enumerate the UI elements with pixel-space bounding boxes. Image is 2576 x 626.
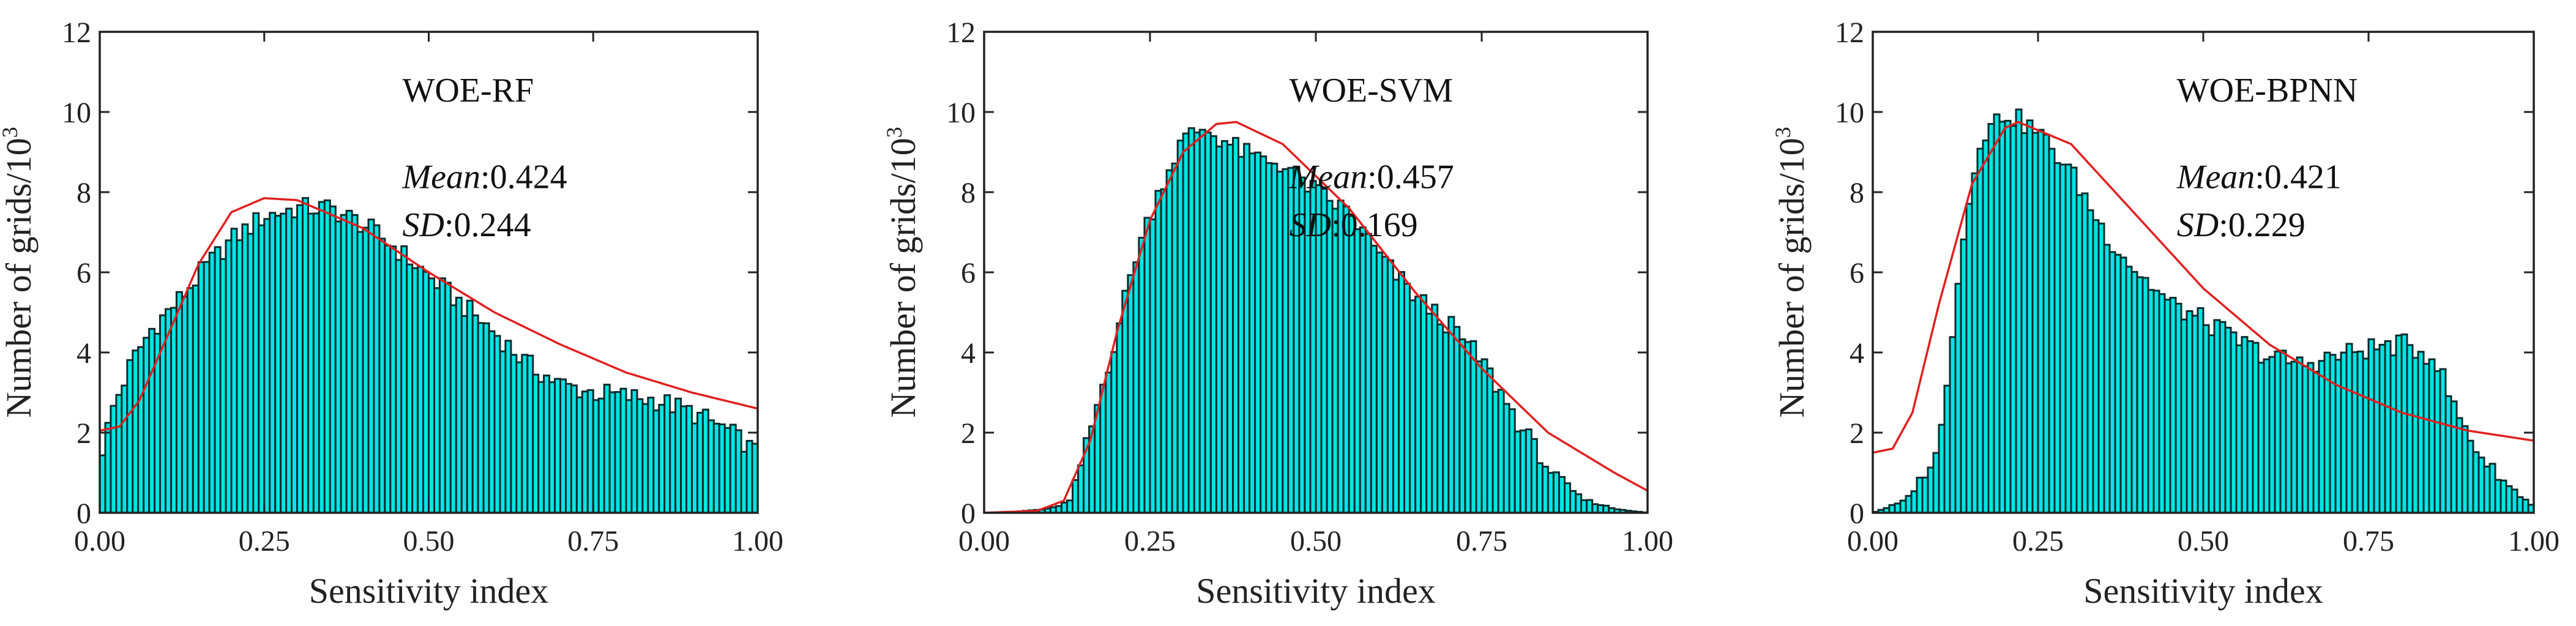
x-axis-title: Sensitivity index — [2083, 571, 2323, 611]
y-tick-label: 0 — [1850, 497, 1864, 530]
sd-stat: SD:0.229 — [2177, 206, 2305, 244]
y-tick-label: 6 — [77, 257, 91, 289]
x-axis-title: Sensitivity index — [309, 571, 549, 611]
x-tick-label: 1.00 — [1622, 525, 1673, 557]
sd-key: SD — [403, 206, 444, 244]
mean-key: Mean — [2176, 158, 2255, 196]
y-tick-labels: 0 2 4 6 8 10 12 — [946, 17, 976, 530]
histogram-bars — [1872, 108, 2535, 514]
panel-title: WOE-RF — [403, 72, 534, 110]
x-tick-label: 0.75 — [567, 525, 619, 557]
axis-ticks — [1872, 31, 2535, 514]
y-tick-labels: 0 2 4 6 8 10 12 — [1835, 17, 1864, 530]
y-tick-label: 0 — [961, 497, 976, 530]
y-axis-title-sup: 3 — [0, 127, 22, 138]
x-tick-label: 0.00 — [1847, 525, 1898, 557]
y-tick-label: 12 — [946, 17, 976, 49]
panel-woe-svm: WOE-SVM Mean:0.457 SD:0.169 Sensitivity … — [882, 17, 1673, 611]
x-tick-label: 0.50 — [403, 525, 455, 557]
sd-value: :0.229 — [2219, 206, 2305, 244]
fitted-curve — [1872, 121, 2534, 454]
mean-value: :0.424 — [480, 158, 567, 196]
y-tick-label: 8 — [77, 177, 91, 209]
x-tick-label: 0.50 — [1290, 525, 1342, 557]
y-tick-label: 12 — [62, 17, 91, 49]
x-tick-label: 0.00 — [958, 525, 1010, 557]
sd-value: :0.244 — [444, 206, 531, 244]
y-axis-title: Number of grids/103 — [0, 127, 39, 418]
y-axis-title-main: Number of grids/10 — [1772, 138, 1812, 418]
mean-stat: Mean:0.457 — [1289, 158, 1454, 196]
fitted-curve — [984, 121, 1648, 514]
y-axis-title-main: Number of grids/10 — [883, 138, 923, 418]
mean-key: Mean — [1289, 158, 1368, 196]
y-tick-label: 10 — [946, 97, 976, 129]
y-tick-labels: 0 2 4 6 8 10 12 — [62, 17, 91, 530]
panel-title: WOE-SVM — [1290, 72, 1454, 110]
sd-stat: SD:0.244 — [403, 206, 531, 244]
y-tick-label: 8 — [961, 177, 976, 209]
y-tick-label: 12 — [1835, 17, 1864, 49]
fitted-curve — [99, 197, 758, 432]
mean-value: :0.421 — [2255, 158, 2342, 196]
y-tick-label: 4 — [1850, 337, 1864, 370]
panel-title: WOE-BPNN — [2177, 72, 2358, 110]
y-tick-label: 6 — [961, 257, 976, 289]
mean-value: :0.457 — [1367, 158, 1454, 196]
histogram-bars — [99, 197, 759, 514]
histogram-bars — [983, 127, 1649, 514]
mean-stat: Mean:0.421 — [2176, 158, 2342, 196]
panel-woe-rf: WOE-RF Mean:0.424 SD:0.244 Sensitivity i… — [0, 17, 783, 611]
sd-stat: SD:0.169 — [1290, 206, 1418, 244]
sd-key: SD — [2177, 206, 2219, 244]
y-tick-label: 2 — [1850, 417, 1864, 450]
x-tick-label: 1.00 — [732, 525, 783, 557]
mean-key: Mean — [402, 158, 481, 196]
y-tick-label: 4 — [961, 337, 976, 370]
y-axis-title-sup: 3 — [1771, 127, 1795, 138]
panel-woe-bpnn: WOE-BPNN Mean:0.421 SD:0.229 Sensitivity… — [1771, 17, 2559, 611]
sd-value: :0.169 — [1331, 206, 1418, 244]
y-tick-label: 4 — [77, 337, 91, 370]
y-tick-label: 2 — [77, 417, 91, 450]
x-axis-title: Sensitivity index — [1196, 571, 1436, 611]
x-tick-label: 0.25 — [2012, 525, 2064, 557]
x-tick-label: 0.50 — [2178, 525, 2229, 557]
x-tick-labels: 0.00 0.25 0.50 0.75 1.00 — [74, 525, 783, 557]
y-axis-title-sup: 3 — [882, 127, 906, 138]
y-tick-label: 6 — [1850, 257, 1864, 289]
x-tick-labels: 0.00 0.25 0.50 0.75 1.00 — [958, 525, 1673, 557]
axis-ticks — [99, 31, 759, 514]
y-tick-label: 8 — [1850, 177, 1864, 209]
x-tick-label: 0.75 — [2343, 525, 2394, 557]
axis-ticks — [983, 31, 1649, 514]
mean-stat: Mean:0.424 — [402, 158, 567, 196]
y-axis-title: Number of grids/103 — [882, 127, 923, 418]
y-tick-label: 0 — [77, 497, 91, 530]
y-axis-title: Number of grids/103 — [1771, 127, 1812, 418]
y-tick-label: 10 — [1835, 97, 1864, 129]
x-tick-labels: 0.00 0.25 0.50 0.75 1.00 — [1847, 525, 2559, 557]
y-tick-label: 10 — [62, 97, 91, 129]
sd-key: SD — [1290, 206, 1331, 244]
x-tick-label: 0.25 — [1124, 525, 1176, 557]
y-axis-title-main: Number of grids/10 — [0, 138, 39, 418]
x-tick-label: 0.00 — [74, 525, 125, 557]
x-tick-label: 0.75 — [1456, 525, 1507, 557]
x-tick-label: 1.00 — [2508, 525, 2559, 557]
y-tick-label: 2 — [961, 417, 976, 450]
x-tick-label: 0.25 — [239, 525, 290, 557]
